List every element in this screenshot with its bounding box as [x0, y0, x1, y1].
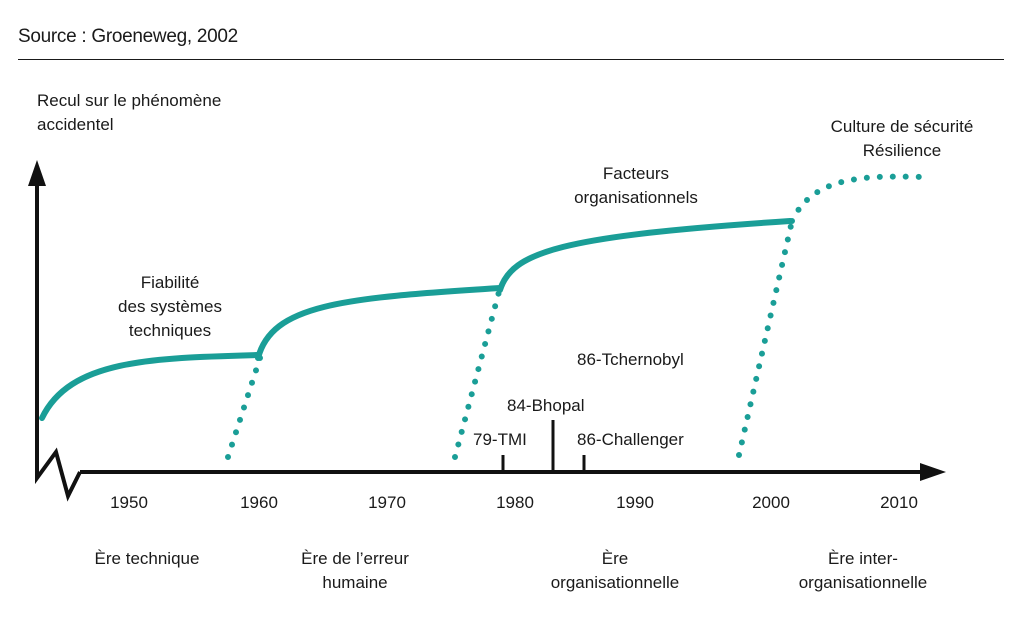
dotted-transition-2000 — [736, 218, 795, 458]
label-line: Culture de sécurité — [830, 117, 974, 136]
label-fiabilite: Fiabilité des systèmes techniques — [88, 271, 252, 343]
label-line: organisationnels — [574, 188, 698, 207]
year-label: 1960 — [240, 493, 278, 512]
dotted-transition-1980 — [452, 285, 503, 460]
event-tmi: 79-TMI — [473, 430, 527, 449]
curve-era-technique — [39, 352, 261, 421]
era-line: Ère — [601, 549, 629, 568]
event-challenger: 86-Challenger — [577, 430, 684, 449]
label-line: Fiabilité — [140, 273, 200, 292]
era-technique: Ère technique — [72, 547, 222, 571]
era-organisationnelle: Ère organisationnelle — [530, 547, 700, 595]
label-facteurs: Facteurs organisationnels — [560, 162, 712, 210]
label-line: techniques — [128, 321, 212, 340]
era-line: organisationnelle — [798, 573, 928, 592]
label-line: Résilience — [862, 141, 942, 160]
curve-era-erreur-humaine — [255, 285, 503, 361]
dotted-transition-1960 — [225, 355, 263, 460]
era-erreur-humaine: Ère de l’erreur humaine — [280, 547, 430, 595]
label-line: Facteurs — [602, 164, 670, 183]
header-divider — [18, 59, 1004, 60]
era-line: humaine — [322, 573, 388, 592]
era-line: Ère inter- — [828, 549, 898, 568]
event-bhopal: 84-Bhopal — [507, 396, 585, 415]
y-axis-label-line: accidentel — [37, 115, 114, 134]
curve-era-organisationnelle — [497, 218, 793, 293]
year-label: 2010 — [880, 493, 918, 512]
source-caption: Source : Groeneweg, 2002 — [18, 26, 238, 47]
era-line: Ère technique — [94, 549, 200, 568]
label-line: des systèmes — [118, 297, 222, 316]
year-label: 2000 — [752, 493, 790, 512]
x-axis-arrowhead — [920, 463, 946, 481]
year-label: 1950 — [110, 493, 148, 512]
era-inter-organisationnelle: Ère inter- organisationnelle — [778, 547, 948, 595]
y-axis-label-line: Recul sur le phénomène — [37, 91, 222, 110]
label-culture: Culture de sécurité Résilience — [817, 115, 987, 163]
year-label: 1980 — [496, 493, 534, 512]
dotted-curve-culture — [789, 173, 925, 224]
y-axis-arrowhead — [28, 160, 46, 186]
era-line: organisationnelle — [550, 573, 680, 592]
y-axis-label: Recul sur le phénomène accidentel — [37, 89, 221, 137]
era-line: Ère de l’erreur — [301, 549, 409, 568]
axis-break — [35, 447, 82, 502]
year-label: 1970 — [368, 493, 406, 512]
year-label: 1990 — [616, 493, 654, 512]
event-tchernobyl: 86-Tchernobyl — [577, 350, 684, 369]
